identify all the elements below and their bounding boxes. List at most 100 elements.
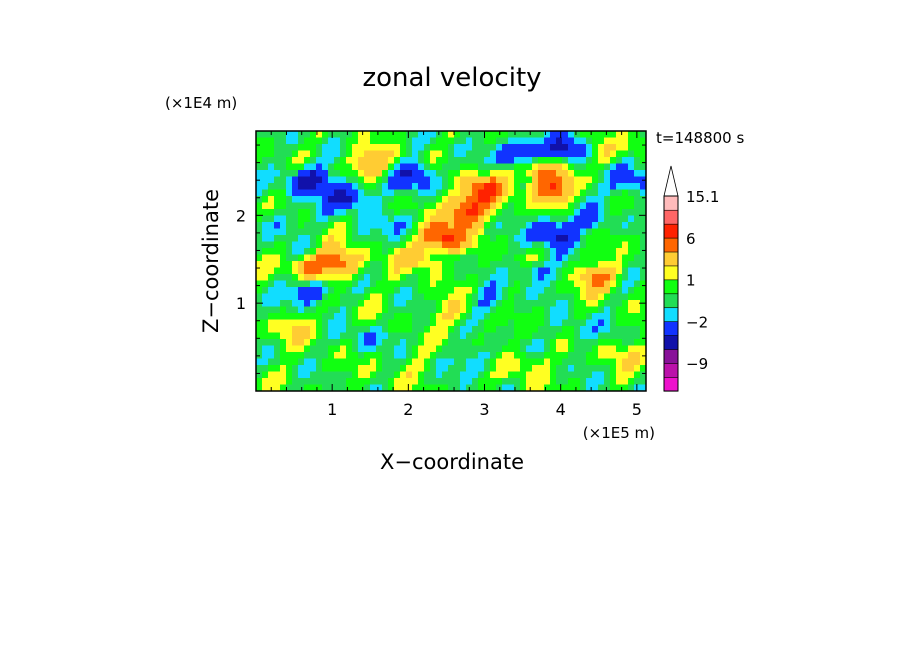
- field-cell: [454, 163, 461, 171]
- field-cell: [574, 339, 581, 347]
- field-cell: [628, 170, 635, 178]
- field-cell: [526, 170, 533, 178]
- field-cell: [388, 287, 395, 295]
- field-cell: [562, 332, 569, 340]
- field-cell: [514, 306, 521, 314]
- field-cell: [262, 326, 269, 334]
- field-cell: [526, 222, 533, 230]
- field-cell: [604, 209, 611, 217]
- field-cell: [454, 306, 461, 314]
- field-cell: [406, 306, 413, 314]
- field-cell: [352, 326, 359, 334]
- field-cell: [610, 163, 617, 171]
- field-cell: [262, 157, 269, 165]
- field-cell: [640, 235, 646, 243]
- field-cell: [340, 196, 347, 204]
- field-cell: [586, 157, 593, 165]
- field-cell: [580, 378, 587, 386]
- field-cell: [358, 222, 365, 230]
- field-cell: [292, 137, 299, 145]
- field-cell: [574, 326, 581, 334]
- field-cell: [400, 235, 407, 243]
- field-cell: [256, 313, 263, 321]
- field-cell: [298, 352, 305, 360]
- field-cell: [490, 150, 497, 158]
- field-cell: [382, 202, 389, 210]
- field-cell: [376, 287, 383, 295]
- field-cell: [514, 293, 521, 301]
- field-cell: [310, 280, 317, 288]
- field-cell: [574, 306, 581, 314]
- field-cell: [418, 371, 425, 379]
- field-cell: [466, 150, 473, 158]
- field-cell: [520, 222, 527, 230]
- field-cell: [544, 189, 551, 197]
- field-cell: [508, 384, 515, 391]
- field-cell: [286, 358, 293, 366]
- field-cell: [520, 241, 527, 249]
- field-cell: [556, 326, 563, 334]
- field-cell: [622, 378, 629, 386]
- field-cell: [376, 358, 383, 366]
- field-cell: [520, 183, 527, 191]
- field-cell: [328, 319, 335, 327]
- field-cell: [382, 280, 389, 288]
- field-cell: [322, 176, 329, 184]
- field-cell: [526, 202, 533, 210]
- field-cell: [604, 267, 611, 275]
- field-cell: [520, 339, 527, 347]
- field-cell: [472, 202, 479, 210]
- field-cell: [292, 365, 299, 373]
- field-cell: [460, 319, 467, 327]
- field-cell: [316, 144, 323, 152]
- field-cell: [514, 131, 521, 139]
- field-cell: [400, 326, 407, 334]
- field-cell: [622, 248, 629, 256]
- field-cell: [520, 189, 527, 197]
- field-cell: [628, 365, 635, 373]
- field-cell: [472, 306, 479, 314]
- field-cell: [424, 241, 431, 249]
- field-cell: [418, 176, 425, 184]
- field-cell: [436, 144, 443, 152]
- field-cell: [376, 202, 383, 210]
- field-cell: [598, 202, 605, 210]
- field-cell: [526, 300, 533, 308]
- field-cell: [388, 163, 395, 171]
- field-cell: [286, 306, 293, 314]
- field-cell: [628, 384, 635, 391]
- field-cell: [382, 183, 389, 191]
- field-cell: [322, 215, 329, 223]
- field-cell: [430, 358, 437, 366]
- field-cell: [286, 326, 293, 334]
- field-cell: [544, 196, 551, 204]
- field-cell: [274, 280, 281, 288]
- field-cell: [448, 215, 455, 223]
- field-cell: [634, 326, 641, 334]
- field-cell: [334, 196, 341, 204]
- field-cell: [478, 241, 485, 249]
- field-cell: [478, 196, 485, 204]
- field-cell: [412, 157, 419, 165]
- field-cell: [634, 313, 641, 321]
- field-cell: [268, 202, 275, 210]
- field-cell: [346, 222, 353, 230]
- field-cell: [406, 267, 413, 275]
- field-cell: [370, 274, 377, 282]
- field-cell: [574, 254, 581, 262]
- field-cell: [280, 384, 287, 391]
- field-cell: [406, 287, 413, 295]
- field-cell: [466, 300, 473, 308]
- field-cell: [604, 300, 611, 308]
- field-cell: [496, 332, 503, 340]
- field-cell: [526, 131, 533, 139]
- field-cell: [556, 280, 563, 288]
- field-cell: [562, 261, 569, 269]
- field-cell: [400, 371, 407, 379]
- field-cell: [454, 150, 461, 158]
- field-cell: [568, 339, 575, 347]
- field-cell: [412, 131, 419, 139]
- field-cell: [346, 352, 353, 360]
- field-cell: [298, 345, 305, 353]
- field-cell: [262, 358, 269, 366]
